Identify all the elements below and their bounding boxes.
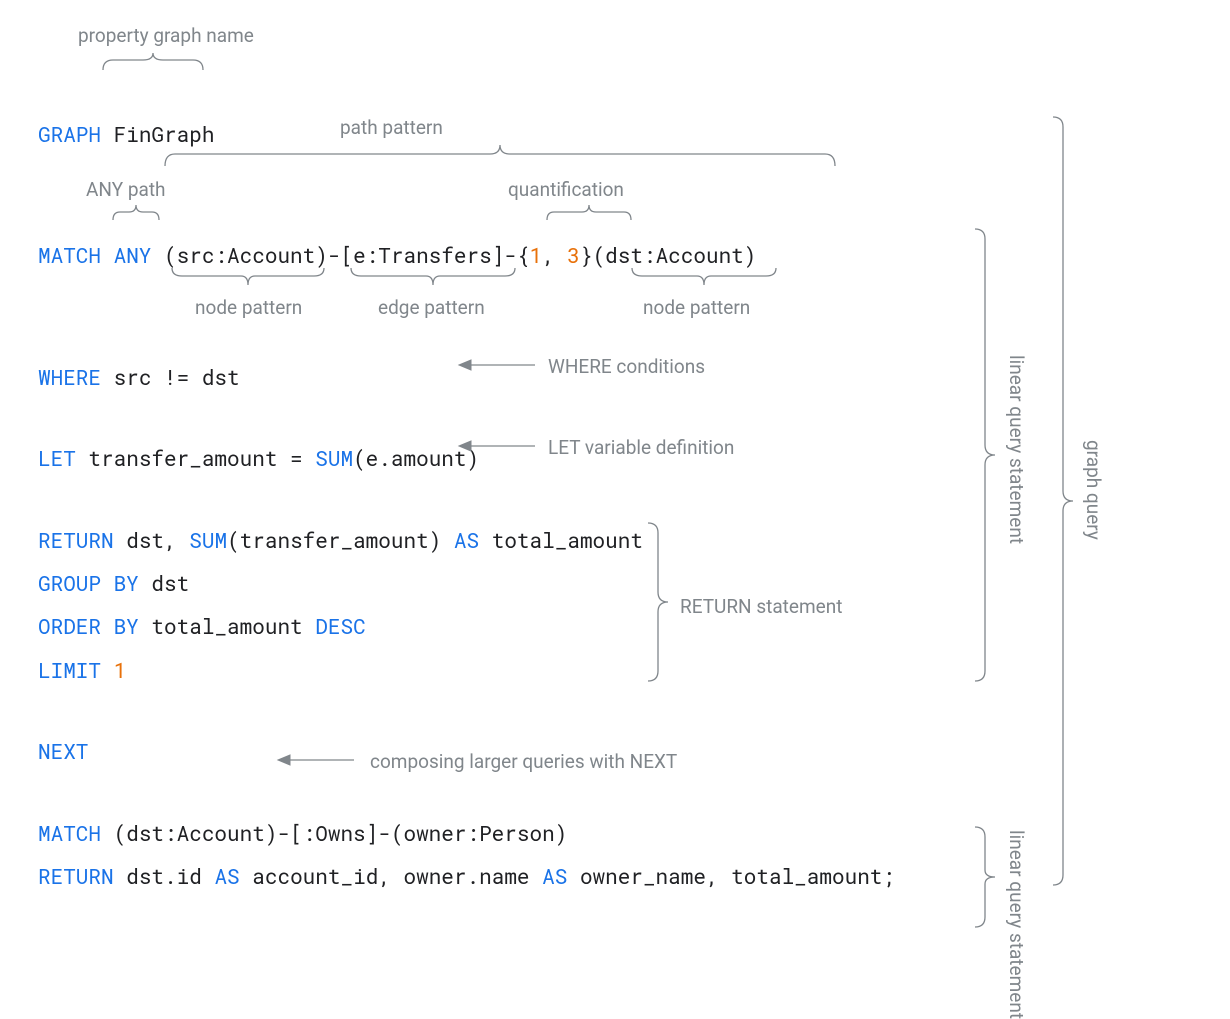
keyword-desc: DESC (315, 612, 365, 640)
keyword-let: LET (38, 444, 76, 472)
keyword-sum: SUM (315, 444, 353, 472)
annot-quantification: quantification (508, 178, 624, 201)
keyword-as: AS (454, 526, 479, 554)
keyword-any: ANY (101, 241, 164, 269)
code-line-10: MATCH (dst:Account)-[:Owns]-(owner:Perso… (38, 819, 895, 848)
code-line-11: RETURN dst.id AS account_id, owner.name … (38, 862, 895, 891)
brace-return-statement (643, 518, 673, 686)
groupby-col: dst (139, 569, 189, 597)
annot-return-statement: RETURN statement (680, 595, 842, 618)
brace-property-graph (98, 50, 208, 74)
brace-graph-query (1048, 112, 1078, 890)
alias-total: total_amount (479, 526, 643, 554)
dash-1: - (328, 241, 341, 269)
brace-any-path (108, 202, 164, 224)
annot-node-pattern-2: node pattern (643, 296, 750, 319)
annot-node-pattern-1: node pattern (195, 296, 302, 319)
keyword-sum2: SUM (189, 526, 227, 554)
annot-let-variable: LET variable definition (548, 436, 734, 459)
keyword-limit: LIMIT (38, 656, 114, 684)
keyword-match: MATCH (38, 241, 101, 269)
annot-property-graph-name: property graph name (78, 24, 254, 47)
code-block: GRAPH FinGraph MATCH ANY (src:Account)-[… (38, 120, 895, 891)
where-condition: src != dst (101, 363, 240, 391)
annot-linear-query-1: linear query statement (1005, 355, 1028, 544)
let-var: transfer_amount = (76, 444, 315, 472)
code-line-8: LIMIT 1 (38, 656, 895, 685)
brace-linear-query-1 (970, 224, 1000, 686)
brace-quantification (542, 202, 638, 224)
brace-node-pattern-2 (627, 264, 781, 288)
keyword-where: WHERE (38, 363, 101, 391)
brace-path-pattern (160, 142, 840, 170)
arrow-let (457, 437, 537, 455)
alias-accountid: account_id, owner.name (240, 862, 542, 890)
keyword-as1: AS (214, 862, 239, 890)
brace-node-pattern-1 (167, 264, 329, 288)
keyword-graph: GRAPH (38, 120, 101, 148)
pattern-owns: (dst:Account)-[:Owns]-(owner:Person) (101, 819, 567, 847)
annot-any-path: ANY path (86, 178, 166, 201)
sum-arg2: (transfer_amount) (227, 526, 454, 554)
comma: , (542, 241, 567, 269)
keyword-as2: AS (542, 862, 567, 890)
code-line-6: GROUP BY dst (38, 569, 895, 598)
number-1: 1 (530, 241, 543, 269)
keyword-groupby: GROUP BY (38, 569, 139, 597)
alias-ownername: owner_name, total_amount; (567, 862, 895, 890)
arrow-next (276, 751, 356, 769)
return-dst: dst, (114, 526, 190, 554)
annot-composing-next: composing larger queries with NEXT (370, 750, 677, 773)
keyword-next: NEXT (38, 737, 88, 765)
keyword-return: RETURN (38, 526, 114, 554)
annot-graph-query: graph query (1082, 440, 1105, 540)
brace-edge-pattern (346, 264, 520, 288)
annot-where-conditions: WHERE conditions (548, 355, 705, 378)
brace-close: } (580, 241, 593, 269)
return-dstid: dst.id (114, 862, 215, 890)
brace-linear-query-2 (970, 822, 1000, 932)
number-limit: 1 (114, 656, 127, 684)
orderby-col: total_amount (139, 612, 315, 640)
annot-edge-pattern: edge pattern (378, 296, 485, 319)
annot-linear-query-2: linear query statement (1005, 830, 1028, 1019)
arrow-where (457, 356, 537, 374)
keyword-match2: MATCH (38, 819, 101, 847)
keyword-return2: RETURN (38, 862, 114, 890)
keyword-orderby: ORDER BY (38, 612, 139, 640)
code-line-5: RETURN dst, SUM(transfer_amount) AS tota… (38, 526, 895, 555)
number-3: 3 (567, 241, 580, 269)
annot-path-pattern: path pattern (340, 116, 443, 139)
